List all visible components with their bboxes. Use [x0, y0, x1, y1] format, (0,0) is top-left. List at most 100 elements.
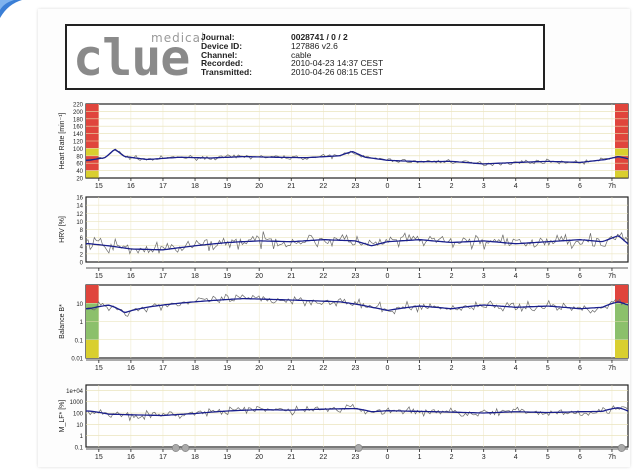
y-axis-label: M_LF* [%]	[59, 400, 66, 433]
x-tick-label: 23	[351, 273, 359, 280]
recorded-value: 2010-04-23 14:37 CEST	[291, 58, 384, 69]
x-tick-label: 18	[191, 183, 199, 190]
y-tick-label: 1e+04	[66, 389, 84, 395]
y-tick-label: 12	[76, 212, 83, 218]
x-tick-label: 5	[546, 183, 550, 190]
x-tick-label: 3	[482, 365, 486, 372]
y-axis-label: Heart Rate [min⁻¹]	[59, 112, 66, 169]
x-tick-label: 2	[450, 454, 454, 461]
event-marker	[171, 444, 180, 452]
x-tick-label: 3	[482, 273, 486, 280]
y-tick-label: 2	[80, 252, 84, 258]
x-tick-label: 16	[127, 183, 135, 190]
trend-series-line	[86, 297, 629, 314]
event-marker	[617, 444, 626, 452]
x-tick-label: 22	[319, 365, 327, 372]
x-tick-label: 4	[514, 454, 518, 461]
y-tick-label: 8	[80, 228, 84, 234]
x-tick-label: 16	[127, 273, 135, 280]
y-tick-label: 4	[80, 244, 84, 250]
meta-labels: Journal: Device ID: Channel: Recorded: T…	[201, 33, 252, 77]
y-tick-label: 140	[73, 132, 84, 138]
x-tick-label: 7h	[608, 454, 616, 461]
x-tick-label: 6	[578, 454, 582, 461]
x-tick-label: 21	[287, 365, 295, 372]
x-tick-label: 4	[514, 273, 518, 280]
x-tick-label: 19	[223, 183, 231, 190]
y-tick-label: 0.1	[75, 338, 84, 344]
report-header: medical clue Journal: Device ID: Channel…	[65, 24, 545, 90]
journal-label: Journal:	[201, 32, 235, 42]
x-tick-label: 17	[159, 454, 167, 461]
x-tick-label: 16	[127, 365, 135, 372]
x-tick-label: 1	[418, 273, 422, 280]
x-tick-label: 17	[159, 365, 167, 372]
x-tick-label: 15	[95, 273, 103, 280]
x-tick-label: 2	[450, 365, 454, 372]
journal-value: 0028741 / 0 / 2	[291, 32, 348, 42]
channel-label: Channel:	[201, 49, 238, 60]
y-tick-label: 10	[76, 302, 83, 308]
x-tick-label: 6	[578, 273, 582, 280]
x-tick-label: 22	[319, 273, 327, 280]
x-tick-label: 16	[127, 454, 135, 461]
y-tick-label: 0.01	[71, 357, 83, 363]
y-tick-label: 1000	[70, 400, 84, 406]
x-tick-label: 18	[191, 454, 199, 461]
y-tick-label: 0.1	[75, 446, 84, 452]
balance-yellow-zone	[615, 339, 628, 358]
raw-series-line	[85, 231, 629, 255]
balance-yellow-zone	[86, 339, 99, 358]
y-axis-label: HRV [%]	[59, 216, 66, 243]
hr-yellow-zone-low	[86, 170, 99, 178]
corner-decoration	[0, 0, 22, 18]
x-tick-label: 0	[386, 273, 390, 280]
x-tick-label: 6	[578, 183, 582, 190]
x-tick-label: 21	[287, 273, 295, 280]
trend-series-line	[86, 407, 629, 417]
x-tick-label: 20	[255, 365, 263, 372]
plot-frame	[85, 384, 629, 448]
x-tick-label: 15	[95, 365, 103, 372]
x-tick-label: 22	[319, 454, 327, 461]
y-tick-label: 60	[76, 162, 83, 168]
y-tick-label: 16	[76, 196, 83, 202]
x-tick-label: 21	[287, 454, 295, 461]
y-tick-label: 100	[73, 412, 84, 418]
x-tick-label: 15	[95, 454, 103, 461]
x-tick-label: 19	[223, 273, 231, 280]
y-tick-label: 180	[73, 117, 84, 123]
x-tick-label: 4	[514, 183, 518, 190]
y-tick-label: 1	[80, 320, 84, 326]
x-tick-label: 3	[482, 183, 486, 190]
y-tick-label: 220	[73, 103, 84, 109]
x-tick-label: 20	[255, 273, 263, 280]
x-tick-label: 1	[418, 454, 422, 461]
x-tick-label: 7h	[608, 365, 616, 372]
event-marker	[354, 444, 363, 452]
x-tick-label: 4	[514, 365, 518, 372]
x-tick-label: 6	[578, 365, 582, 372]
x-tick-label: 7h	[608, 273, 616, 280]
meta-values: 0028741 / 0 / 2 127886 v2.6 cable 2010-0…	[291, 33, 383, 77]
x-tick-label: 20	[255, 454, 263, 461]
x-tick-label: 19	[223, 454, 231, 461]
y-tick-label: 80	[76, 154, 83, 160]
device-id-label: Device ID:	[201, 40, 243, 51]
trend-series-line	[86, 235, 629, 251]
device-id-value: 127886 v2.6	[291, 40, 338, 51]
hr-yellow-zone-low	[615, 170, 628, 178]
x-tick-label: 23	[351, 183, 359, 190]
logo-medical-text: medical	[151, 31, 206, 45]
y-tick-label: 6	[80, 236, 84, 242]
y-axis-label: Balance B*	[59, 304, 66, 339]
y-tick-label: 200	[73, 110, 84, 116]
x-tick-label: 0	[386, 183, 390, 190]
y-tick-label: 1	[80, 434, 84, 440]
transmitted-label: Transmitted:	[201, 67, 253, 78]
x-tick-label: 15	[95, 183, 103, 190]
x-tick-label: 22	[319, 183, 327, 190]
